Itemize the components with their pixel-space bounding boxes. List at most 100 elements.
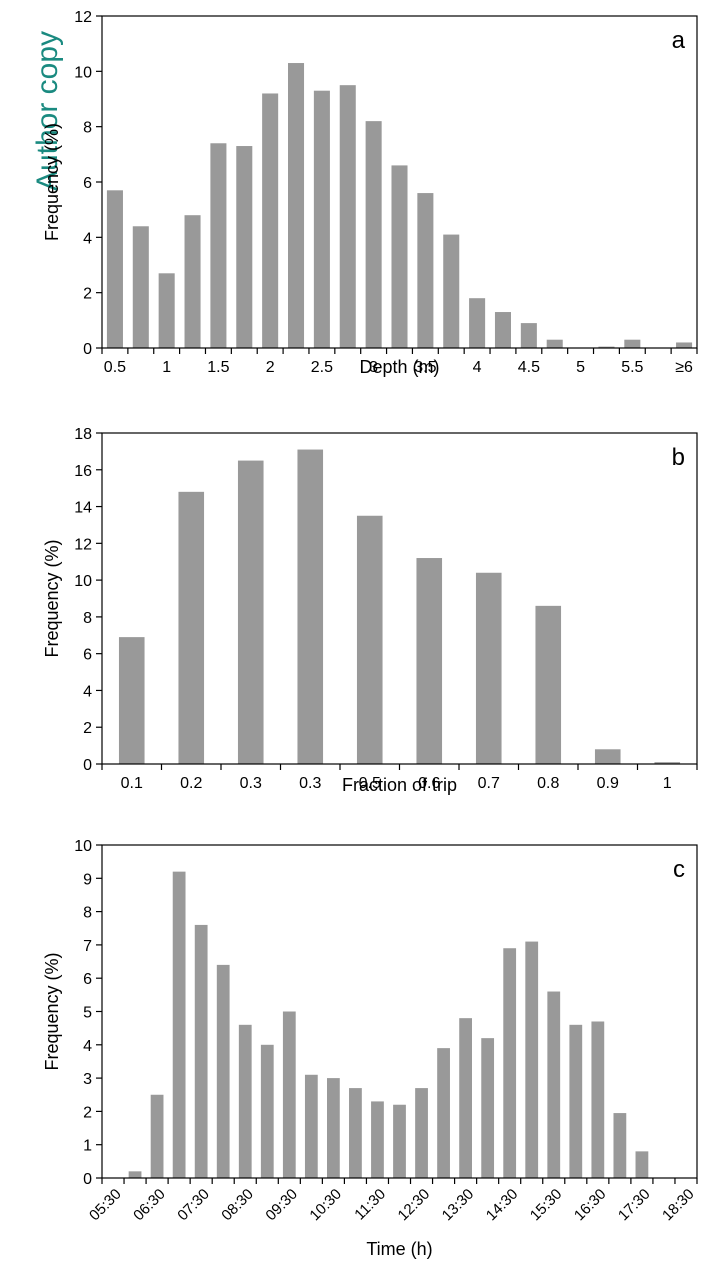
bar (443, 234, 460, 348)
bar (178, 491, 205, 764)
y-tick-label: 6 (83, 647, 92, 664)
panel-label: b (672, 444, 685, 471)
bar (236, 146, 253, 348)
x-tick-label: 0.9 (597, 775, 619, 792)
bar (481, 1038, 495, 1178)
bar (297, 449, 324, 764)
bar (391, 165, 408, 348)
x-tick-label: 17:30 (615, 1186, 654, 1225)
x-tick-label: 14:30 (483, 1186, 522, 1225)
bar (216, 964, 230, 1178)
bar (313, 90, 330, 348)
y-tick-label: 7 (83, 938, 92, 955)
y-tick-label: 10 (74, 64, 92, 81)
bar (282, 1011, 296, 1178)
y-tick-label: 10 (74, 573, 92, 590)
panel-b-fraction-histogram: 0 2 4 6 8 10 12 14 16 18 0.1 0.2 0.3 0.3 0.5 0.6 0.7 0.8 0… (42, 426, 698, 795)
x-tick-label: 11:30 (351, 1186, 389, 1224)
bar (598, 346, 615, 348)
bar (304, 1074, 318, 1178)
x-tick-label: 0.5 (359, 775, 381, 792)
y-tick-label: 5 (83, 1005, 92, 1022)
y-tick-label: 0 (83, 1171, 92, 1188)
y-axis-label: Frequency (%) (42, 539, 62, 657)
bar (184, 215, 201, 348)
x-tick-label: 3 (369, 359, 378, 376)
y-axis-label: Frequency (%) (42, 123, 62, 241)
bar (150, 1094, 164, 1178)
bar (237, 460, 264, 764)
x-tick-label: 0.8 (537, 775, 559, 792)
bar (118, 637, 145, 764)
y-tick-label: 6 (83, 971, 92, 988)
bar (106, 190, 123, 348)
y-tick-label: 8 (83, 610, 92, 627)
y-tick-label: 4 (83, 683, 92, 700)
bar (415, 1088, 428, 1178)
x-tick-label: 1.5 (207, 359, 229, 376)
bar (339, 85, 356, 349)
bar (437, 1048, 450, 1178)
x-tick-label: 18:30 (659, 1186, 698, 1225)
bar (459, 1018, 472, 1178)
bar (356, 515, 383, 764)
x-tick-label: ≥6 (675, 359, 693, 376)
bar (591, 1021, 605, 1178)
bar (365, 121, 382, 348)
panel-c-time-histogram: 0 1 2 3 4 5 6 7 8 9 10 05:30 06:30 07:30 08:30 09:30 10:… (42, 838, 698, 1259)
x-tick-label: 05:30 (86, 1186, 125, 1225)
y-tick-label: 16 (74, 463, 92, 480)
x-tick-label: 4.5 (518, 359, 540, 376)
bar (393, 1104, 406, 1178)
bar (503, 948, 517, 1178)
bar (172, 871, 186, 1178)
x-tick-label: 2 (266, 359, 275, 376)
bar (654, 762, 681, 764)
y-tick-label: 3 (83, 1071, 92, 1088)
bar (132, 226, 149, 348)
bar (371, 1101, 384, 1178)
panel-a-depth-histogram: 0 2 4 6 8 10 12 0.5 1 1.5 2 2.5 3 3.5 4 4.5 5 5.5 ≥6 Depth … (42, 9, 698, 377)
bar (535, 605, 562, 764)
y-tick-label: 18 (74, 426, 92, 443)
bar (624, 339, 641, 348)
y-tick-label: 10 (74, 838, 92, 855)
bar (260, 1044, 274, 1178)
y-tick-label: 9 (83, 871, 92, 888)
x-axis-label: Fraction of trip (342, 775, 457, 795)
y-tick-label: 12 (74, 536, 92, 553)
bar (416, 558, 443, 764)
x-axis-label: Depth (m) (359, 357, 439, 377)
x-tick-label: 0.3 (299, 775, 321, 792)
x-tick-label: 12:30 (395, 1186, 434, 1225)
panel-label: a (672, 27, 686, 54)
y-tick-label: 2 (83, 1104, 92, 1121)
x-tick-label: 13:30 (439, 1186, 478, 1225)
bar (417, 193, 434, 348)
x-tick-label: 5.5 (621, 359, 643, 376)
y-tick-label: 4 (83, 1038, 92, 1055)
bar (238, 1024, 252, 1178)
x-tick-label: 0.3 (240, 775, 262, 792)
x-tick-label: 0.1 (121, 775, 143, 792)
y-tick-label: 14 (74, 500, 92, 517)
bar (128, 1171, 142, 1178)
bar (546, 339, 563, 348)
bar (635, 1151, 649, 1178)
bar (210, 143, 227, 348)
bar (547, 991, 561, 1178)
x-tick-label: 16:30 (571, 1186, 610, 1225)
x-tick-label: 10:30 (306, 1186, 345, 1225)
x-tick-label: 08:30 (218, 1186, 257, 1225)
bar (158, 273, 175, 348)
y-tick-label: 2 (83, 286, 92, 303)
bar (349, 1088, 362, 1178)
bar (594, 749, 621, 764)
y-tick-label: 0 (83, 757, 92, 774)
x-tick-label: 3.5 (414, 359, 436, 376)
bar (288, 63, 305, 348)
y-tick-label: 0 (83, 341, 92, 358)
y-tick-label: 6 (83, 175, 92, 192)
bar (262, 93, 279, 348)
